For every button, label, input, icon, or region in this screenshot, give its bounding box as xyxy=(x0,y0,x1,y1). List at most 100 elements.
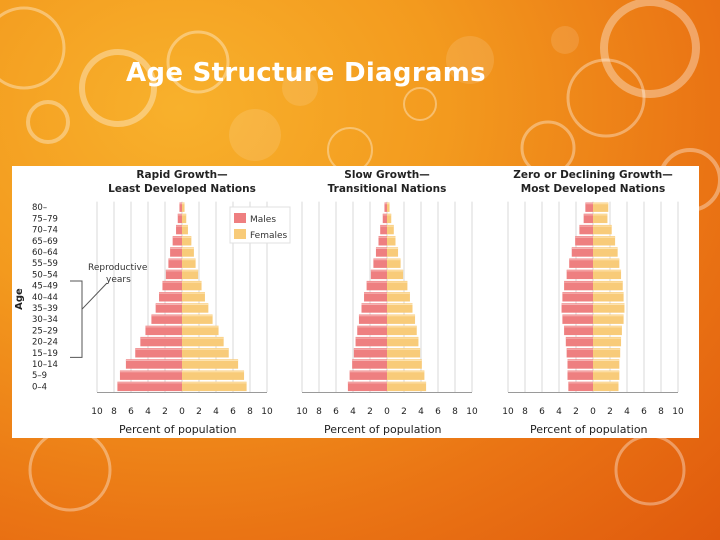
x-tick-label: 8 xyxy=(247,407,253,417)
bar-females-55–59 xyxy=(593,258,620,268)
bar-males-50–54 xyxy=(370,269,387,280)
bar-females-80– xyxy=(593,202,609,212)
bar-males-20–24 xyxy=(355,336,387,347)
age-label-30–34: 30–34 xyxy=(32,315,58,325)
x-tick-label: 6 xyxy=(230,407,236,417)
bar-males-55–59 xyxy=(168,258,182,268)
bar-males-35–39 xyxy=(561,303,593,313)
y-axis-title: Age xyxy=(14,288,25,310)
pyramid-panel-2: 10 8 6 4 2 0 2 4 6 8 10 Percent of population Slow G… xyxy=(296,169,478,436)
x-tick-label: 6 xyxy=(435,407,441,417)
age-label-5–9: 5–9 xyxy=(32,371,47,381)
bar-females-25–29 xyxy=(387,325,417,336)
legend-swatch-females xyxy=(234,229,246,239)
bar-males-10–14 xyxy=(567,359,593,369)
bar-females-75–79 xyxy=(593,213,608,224)
bar-males-25–29 xyxy=(564,325,593,336)
bar-females-40–44 xyxy=(182,292,205,302)
reproductive-bracket xyxy=(70,280,83,358)
age-label-10–14: 10–14 xyxy=(32,360,58,370)
x-axis-label: Percent of population xyxy=(530,423,648,436)
legend-label-males: Males xyxy=(250,215,276,225)
bar-males-45–49 xyxy=(564,280,593,291)
x-tick-label: 2 xyxy=(196,407,202,417)
bar-females-80– xyxy=(387,202,390,212)
bar-females-20–24 xyxy=(593,336,622,347)
bar-females-70–74 xyxy=(387,224,394,235)
bar-males-60–64 xyxy=(170,247,182,257)
bar-males-75–79 xyxy=(583,213,593,224)
bar-females-5–9 xyxy=(387,370,425,380)
x-tick-label: 4 xyxy=(213,407,219,417)
bar-males-55–59 xyxy=(373,258,387,268)
legend-label-females: Females xyxy=(250,231,288,241)
bar-females-60–64 xyxy=(387,247,399,257)
x-tick-label: 0 xyxy=(384,407,390,417)
bar-males-75–79 xyxy=(382,213,387,224)
bar-females-70–74 xyxy=(182,224,188,235)
x-tick-label: 2 xyxy=(607,407,613,417)
bar-females-0–4 xyxy=(593,381,619,392)
bar-females-35–39 xyxy=(387,303,413,313)
bar-males-80– xyxy=(585,202,593,212)
x-tick-label: 2 xyxy=(401,407,407,417)
bar-females-65–69 xyxy=(593,236,616,246)
bar-females-5–9 xyxy=(182,370,245,380)
bar-females-10–14 xyxy=(593,359,620,369)
bar-males-20–24 xyxy=(565,336,593,347)
bar-males-45–49 xyxy=(162,280,182,291)
bar-females-45–49 xyxy=(593,280,623,291)
bar-females-15–19 xyxy=(182,348,229,358)
bar-females-20–24 xyxy=(387,336,419,347)
bar-males-35–39 xyxy=(361,303,387,313)
x-tick-label: 4 xyxy=(556,407,562,417)
x-tick-label: 8 xyxy=(316,407,322,417)
x-tick-label: 10 xyxy=(502,407,514,417)
bar-females-45–49 xyxy=(387,280,408,291)
bar-females-65–69 xyxy=(387,236,396,246)
bar-females-75–79 xyxy=(387,213,392,224)
x-tick-label: 10 xyxy=(466,407,478,417)
bar-females-50–54 xyxy=(387,269,404,280)
reproductive-leader-line xyxy=(81,282,108,310)
bar-females-40–44 xyxy=(387,292,410,302)
bar-males-15–19 xyxy=(566,348,593,358)
x-tick-label: 6 xyxy=(333,407,339,417)
bar-males-5–9 xyxy=(349,370,387,380)
age-label-65–69: 65–69 xyxy=(32,237,58,247)
age-label-55–59: 55–59 xyxy=(32,259,58,269)
age-label-75–79: 75–79 xyxy=(32,214,58,224)
bar-males-0–4 xyxy=(117,381,182,392)
x-tick-label: 10 xyxy=(296,407,308,417)
age-label-0–4: 0–4 xyxy=(32,382,47,392)
age-label-60–64: 60–64 xyxy=(32,248,58,258)
x-tick-label: 4 xyxy=(145,407,151,417)
bar-males-40–44 xyxy=(159,292,182,302)
bar-males-45–49 xyxy=(366,280,387,291)
panel-title-line1: Rapid Growth— xyxy=(136,169,227,181)
legend: Males Females xyxy=(229,206,291,244)
age-label-50–54: 50–54 xyxy=(32,270,58,280)
bar-males-25–29 xyxy=(145,325,182,336)
bar-males-65–69 xyxy=(378,236,387,246)
bar-males-40–44 xyxy=(364,292,387,302)
bar-females-65–69 xyxy=(182,236,192,246)
panel-title-line2: Most Developed Nations xyxy=(521,183,665,195)
bar-females-75–79 xyxy=(182,213,187,224)
bar-females-45–49 xyxy=(182,280,202,291)
bar-males-65–69 xyxy=(172,236,182,246)
bar-males-75–79 xyxy=(177,213,182,224)
age-label-20–24: 20–24 xyxy=(32,338,58,348)
x-tick-label: 10 xyxy=(672,407,684,417)
bar-females-5–9 xyxy=(593,370,620,380)
age-label-80–: 80– xyxy=(32,203,47,213)
bar-males-50–54 xyxy=(566,269,593,280)
bar-females-55–59 xyxy=(182,258,196,268)
bar-males-0–4 xyxy=(568,381,593,392)
bar-females-30–34 xyxy=(593,314,624,324)
age-label-15–19: 15–19 xyxy=(32,349,58,359)
age-label-35–39: 35–39 xyxy=(32,304,58,314)
bar-males-25–29 xyxy=(357,325,387,336)
x-tick-label: 10 xyxy=(261,407,273,417)
x-tick-label: 0 xyxy=(590,407,596,417)
